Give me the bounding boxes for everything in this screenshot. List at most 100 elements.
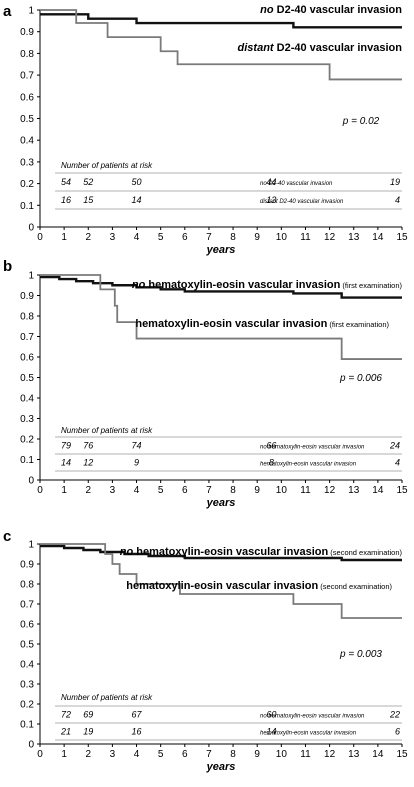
y-tick-label: 0.7: [20, 71, 34, 82]
y-tick-label: 0.9: [20, 560, 34, 571]
series-name: hematoxylin-eosin vascular invasion: [126, 580, 318, 592]
y-tick-label: 0.8: [20, 580, 34, 591]
at-risk-count: 12: [83, 458, 93, 468]
at-risk-count: 69: [83, 710, 93, 720]
series-legend-label: no hematoxylin-eosin vascular invasion (…: [132, 279, 403, 291]
x-tick-label: 14: [372, 232, 384, 243]
at-risk-count: 74: [132, 441, 142, 451]
p-value: p = 0.003: [339, 649, 382, 660]
y-tick-label: 0.2: [20, 700, 34, 711]
y-tick-label: 0.9: [20, 27, 34, 38]
x-tick-label: 15: [396, 232, 408, 243]
y-tick-label: 0: [28, 223, 34, 234]
y-tick-label: 0.8: [20, 49, 34, 60]
x-tick-label: 11: [300, 485, 311, 496]
series-name-prefix: no: [132, 279, 146, 291]
series-name-suffix: (first examination): [340, 281, 402, 290]
at-risk-count: 19: [390, 177, 400, 187]
x-axis-label: years: [206, 244, 236, 256]
series-name-prefix: distant: [238, 42, 275, 54]
at-risk-count: 19: [83, 727, 93, 737]
y-tick-label: 0.7: [20, 332, 34, 343]
series-legend-label: no hematoxylin-eosin vascular invasion (…: [120, 546, 403, 558]
at-risk-count: 79: [61, 441, 71, 451]
x-tick-label: 0: [37, 749, 43, 760]
x-tick-label: 3: [110, 749, 116, 760]
at-risk-count: 4: [395, 195, 400, 205]
x-tick-label: 0: [37, 232, 43, 243]
series-legend-label: hematoxylin-eosin vascular invasion (sec…: [126, 580, 392, 592]
x-tick-label: 10: [276, 485, 288, 496]
risk-row-label: no hematoxylin-eosin vascular invasion: [260, 445, 365, 451]
x-tick-label: 7: [206, 485, 212, 496]
x-tick-label: 15: [396, 485, 408, 496]
at-risk-count: 21: [60, 727, 71, 737]
series-name: hematoxylin-eosin vascular invasion: [135, 318, 327, 330]
at-risk-count: 60: [266, 710, 276, 720]
y-tick-label: 0.3: [20, 414, 34, 425]
at-risk-count: 4: [395, 458, 400, 468]
risk-table-title: Number of patients at risk: [61, 161, 153, 170]
y-tick-label: 0.3: [20, 157, 34, 168]
at-risk-count: 16: [61, 195, 71, 205]
survival-curve-invasion: [40, 543, 402, 619]
risk-row-label: no D2-40 vascular invasion: [260, 181, 333, 187]
series-legend-label: no D2-40 vascular invasion: [260, 4, 402, 16]
x-tick-label: 14: [372, 749, 384, 760]
x-tick-label: 12: [324, 749, 336, 760]
series-name-prefix: no: [120, 546, 134, 558]
at-risk-count: 13: [266, 195, 276, 205]
x-tick-label: 13: [348, 749, 360, 760]
y-tick-label: 0.2: [20, 435, 34, 446]
series-name: D2-40 vascular invasion: [274, 42, 403, 54]
x-tick-label: 9: [254, 749, 260, 760]
x-tick-label: 6: [182, 232, 188, 243]
x-tick-label: 5: [158, 232, 164, 243]
x-axis-label: years: [206, 761, 236, 773]
y-tick-label: 0.4: [20, 136, 34, 147]
x-tick-label: 1: [61, 485, 67, 496]
y-tick-label: 1: [28, 6, 34, 17]
y-tick-label: 0.4: [20, 660, 34, 671]
at-risk-count: 72: [61, 710, 71, 720]
x-tick-label: 9: [254, 485, 260, 496]
x-tick-label: 7: [206, 232, 212, 243]
at-risk-count: 66: [266, 441, 276, 451]
x-tick-label: 12: [324, 485, 336, 496]
at-risk-count: 52: [83, 177, 93, 187]
x-tick-label: 6: [182, 749, 188, 760]
series-name: hematoxylin-eosin vascular invasion: [133, 546, 328, 558]
series-name-prefix: no: [260, 4, 274, 16]
y-tick-label: 0.4: [20, 394, 34, 405]
x-tick-label: 3: [110, 485, 116, 496]
x-tick-label: 10: [276, 232, 288, 243]
x-tick-label: 11: [300, 232, 311, 243]
x-tick-label: 2: [85, 749, 91, 760]
x-tick-label: 1: [61, 749, 67, 760]
y-tick-label: 0.5: [20, 114, 34, 125]
at-risk-count: 44: [266, 177, 276, 187]
x-tick-label: 3: [110, 232, 116, 243]
survival-curve-reference: [40, 13, 402, 29]
at-risk-count: 14: [61, 458, 71, 468]
risk-row-label: hematoxylin-eosin vascular invasion: [260, 462, 357, 468]
survival-curve-reference: [40, 544, 402, 562]
at-risk-count: 15: [83, 195, 94, 205]
x-tick-label: 0: [37, 485, 43, 496]
at-risk-count: 8: [269, 458, 274, 468]
y-tick-label: 0.5: [20, 640, 34, 651]
x-tick-label: 13: [348, 232, 360, 243]
x-tick-label: 8: [230, 232, 236, 243]
series-name-suffix: (second examination): [328, 548, 402, 557]
chart-panel-b: b00.10.20.30.40.50.60.70.80.910 1 2 3 4 5 6 7 8 9…: [3, 258, 408, 509]
risk-table-title: Number of patients at risk: [61, 693, 153, 702]
chart-panel-c: c00.10.20.30.40.50.60.70.80.910 1 2 3 4 5 6 7 8 9…: [3, 528, 408, 773]
risk-row-label: distant D2-40 vascular invasion: [260, 199, 344, 205]
at-risk-count: 6: [395, 727, 400, 737]
y-tick-label: 1: [28, 540, 34, 551]
x-tick-label: 6: [182, 485, 188, 496]
p-value: p = 0.02: [342, 116, 380, 127]
x-tick-label: 9: [254, 232, 260, 243]
x-tick-label: 4: [134, 485, 140, 496]
